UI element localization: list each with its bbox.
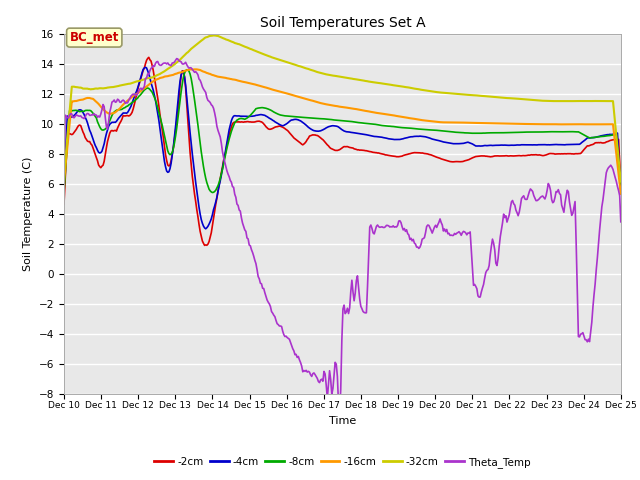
Line: Theta_Temp: Theta_Temp bbox=[64, 59, 621, 412]
Theta_Temp bbox=[60, 165, 68, 170]
-32cm bbox=[393, 83, 401, 88]
Theta_Temp bbox=[173, 56, 180, 61]
-8cm bbox=[606, 132, 614, 138]
-4cm bbox=[617, 190, 625, 196]
Theta_Temp bbox=[519, 194, 527, 200]
-32cm bbox=[329, 72, 337, 78]
-2cm bbox=[606, 138, 614, 144]
-8cm bbox=[183, 67, 191, 72]
X-axis label: Time: Time bbox=[329, 416, 356, 426]
-32cm bbox=[362, 78, 370, 84]
-8cm bbox=[209, 190, 216, 195]
-16cm bbox=[192, 66, 200, 72]
Theta_Temp bbox=[336, 409, 344, 415]
-32cm bbox=[210, 33, 218, 38]
Theta_Temp bbox=[606, 164, 614, 169]
Theta_Temp bbox=[394, 223, 401, 228]
Legend: -2cm, -4cm, -8cm, -16cm, -32cm, Theta_Temp: -2cm, -4cm, -8cm, -16cm, -32cm, Theta_Te… bbox=[150, 453, 534, 472]
-16cm bbox=[617, 191, 625, 197]
Theta_Temp bbox=[326, 368, 333, 373]
-4cm bbox=[364, 132, 371, 138]
-16cm bbox=[518, 121, 525, 127]
-2cm bbox=[519, 153, 527, 158]
-8cm bbox=[60, 189, 68, 195]
-4cm bbox=[60, 180, 68, 186]
-8cm bbox=[519, 129, 527, 135]
-4cm bbox=[141, 64, 149, 70]
-4cm bbox=[394, 137, 401, 143]
-16cm bbox=[605, 121, 612, 127]
-4cm bbox=[202, 226, 209, 232]
-16cm bbox=[393, 113, 401, 119]
-8cm bbox=[327, 117, 335, 122]
Text: BC_met: BC_met bbox=[70, 31, 119, 44]
-2cm bbox=[364, 148, 371, 154]
Line: -4cm: -4cm bbox=[64, 67, 621, 229]
-2cm bbox=[60, 201, 68, 207]
-2cm bbox=[145, 54, 153, 60]
Y-axis label: Soil Temperature (C): Soil Temperature (C) bbox=[23, 156, 33, 271]
-2cm bbox=[394, 154, 401, 160]
-32cm bbox=[60, 171, 68, 177]
Title: Soil Temperatures Set A: Soil Temperatures Set A bbox=[260, 16, 425, 30]
-2cm bbox=[617, 181, 625, 187]
-16cm bbox=[326, 102, 333, 108]
-16cm bbox=[60, 179, 68, 184]
-4cm bbox=[330, 123, 338, 129]
-8cm bbox=[330, 117, 338, 123]
-4cm bbox=[606, 132, 614, 137]
Line: -32cm: -32cm bbox=[64, 36, 621, 181]
Theta_Temp bbox=[617, 219, 625, 225]
-32cm bbox=[605, 98, 612, 104]
-4cm bbox=[327, 123, 335, 129]
-8cm bbox=[394, 124, 401, 130]
Theta_Temp bbox=[329, 385, 337, 391]
-32cm bbox=[518, 96, 525, 102]
-8cm bbox=[364, 120, 371, 126]
-16cm bbox=[362, 108, 370, 114]
-8cm bbox=[617, 187, 625, 192]
-16cm bbox=[329, 103, 337, 108]
-32cm bbox=[617, 179, 625, 184]
Line: -2cm: -2cm bbox=[64, 57, 621, 245]
-4cm bbox=[519, 142, 527, 148]
-2cm bbox=[201, 242, 209, 248]
-2cm bbox=[330, 147, 338, 153]
Line: -8cm: -8cm bbox=[64, 70, 621, 192]
-32cm bbox=[326, 72, 333, 78]
Line: -16cm: -16cm bbox=[64, 69, 621, 194]
-2cm bbox=[327, 145, 335, 151]
Theta_Temp bbox=[364, 284, 371, 290]
